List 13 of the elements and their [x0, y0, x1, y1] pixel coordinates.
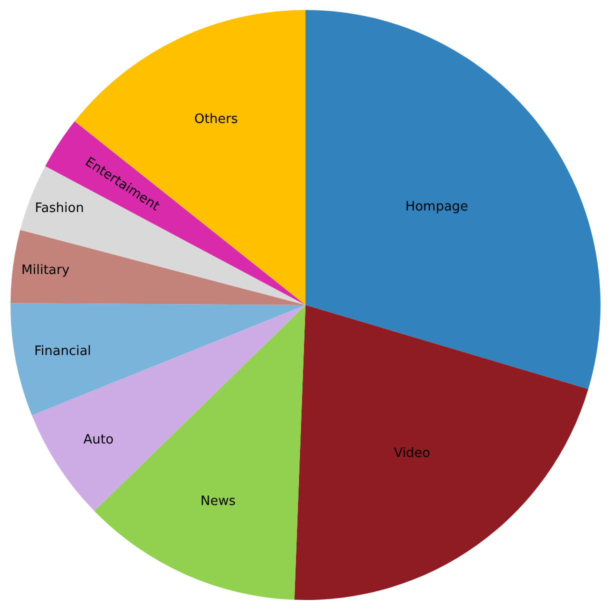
slice-label: News	[200, 494, 236, 510]
slice-label: Auto	[83, 432, 114, 448]
pie-slice	[306, 10, 600, 390]
pie-slice	[32, 305, 306, 511]
slice-label: Video	[394, 446, 430, 462]
slice-label: Military	[21, 263, 70, 278]
pie-slice	[10, 303, 306, 416]
slice-label: Hompage	[405, 200, 468, 215]
slice-label: Fashion	[34, 200, 84, 216]
slice-label: Others	[194, 112, 238, 128]
slice-label: Financial	[34, 344, 92, 359]
pie-slice	[10, 230, 306, 305]
pie-slice	[294, 305, 588, 600]
